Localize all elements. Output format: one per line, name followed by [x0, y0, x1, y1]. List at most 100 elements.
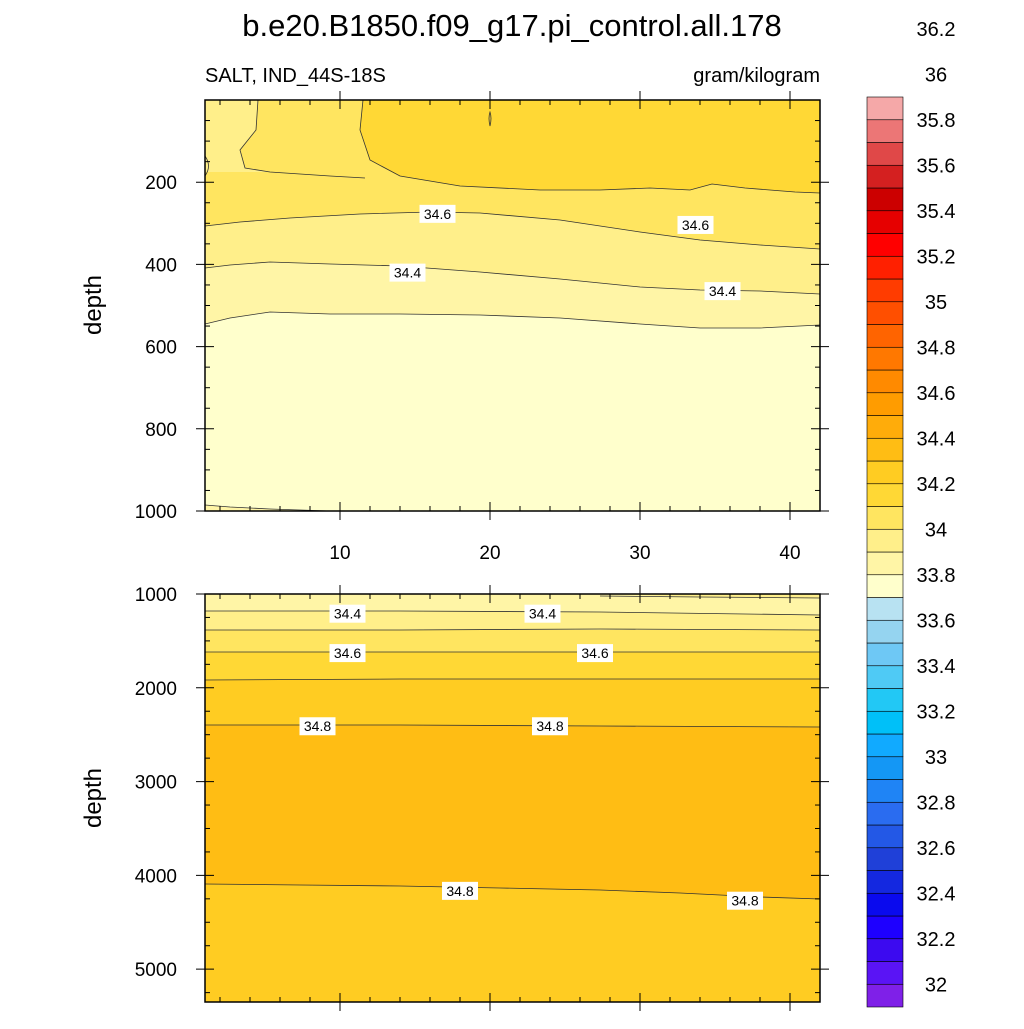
colorbar-tick-label: 32.2 — [917, 929, 956, 951]
colorbar-box — [866, 255, 904, 280]
colorbar-box — [866, 779, 904, 803]
colorbar-tick-label: 33.2 — [917, 701, 956, 723]
colorbar-box — [866, 187, 904, 212]
colorbar-tick-label: 35.6 — [917, 155, 956, 177]
colorbar-box — [866, 619, 904, 644]
colorbar-box — [866, 824, 904, 849]
contour-label: 34.4 — [524, 604, 561, 623]
contour-label-box — [329, 604, 366, 623]
colorbar-tick-label: 35 — [925, 292, 947, 314]
contour-label-box — [299, 717, 336, 736]
colorbar-box — [866, 665, 904, 689]
colorbar-box — [866, 346, 904, 371]
contour-label-text: 34.6 — [682, 217, 709, 233]
colorbar-tick-label: 33 — [925, 747, 947, 769]
bottom-y-axis-label: depth — [80, 768, 107, 828]
colorbar-box — [866, 324, 904, 348]
colorbar — [866, 96, 904, 1008]
x-tick-label: 40 — [779, 543, 800, 564]
top-contour-left-edge — [205, 155, 209, 177]
contour-label-box — [329, 644, 366, 663]
colorbar-tick-label: 33.6 — [917, 610, 956, 632]
bot-band-34.5 — [205, 629, 820, 652]
top-band-34.3-bottom — [205, 505, 330, 511]
colorbar-tick-label: 34.4 — [917, 428, 956, 450]
bottom-y-tick-labels: 1000 2000 3000 4000 5000 — [135, 585, 177, 981]
colorbar-box — [866, 483, 904, 507]
contour-label-text: 34.4 — [709, 283, 736, 299]
bot-band-34.8 — [205, 725, 820, 899]
contour-label-box — [727, 891, 763, 910]
colorbar-box — [866, 983, 904, 1008]
y-tick-label: 400 — [145, 255, 177, 276]
contour-label-text: 34.8 — [304, 718, 331, 734]
contour-label-box — [704, 282, 741, 301]
colorbar-tick-label: 33.8 — [917, 565, 956, 587]
contour-label: 34.8 — [532, 717, 568, 736]
top-contour-34.5 — [205, 211, 820, 250]
top-band-34.6 — [360, 100, 820, 193]
colorbar-box — [866, 574, 904, 598]
colorbar-box — [866, 710, 904, 735]
contour-label-box — [524, 604, 561, 623]
contour-label-text: 34.8 — [536, 718, 563, 734]
colorbar-tick-label: 35.2 — [917, 246, 956, 268]
contour-label: 34.8 — [442, 881, 478, 900]
contour-label: 34.8 — [299, 717, 336, 736]
contour-label-text: 34.6 — [424, 206, 451, 222]
top-contour-34.6 — [359, 100, 820, 194]
y-tick-label: 1000 — [135, 585, 177, 606]
colorbar-tick-label: 36.2 — [917, 19, 956, 41]
colorbar-box — [866, 369, 904, 394]
top-band-34.3-edge — [205, 100, 270, 172]
colorbar-tick-label: 35.4 — [917, 201, 956, 223]
contour-label: 34.4 — [704, 282, 741, 301]
x-tick-label: 30 — [629, 543, 650, 564]
colorbar-box — [866, 415, 904, 439]
chart-title: b.e20.B1850.f09_g17.pi_control.all.178 — [242, 8, 782, 43]
colorbar-box — [866, 597, 904, 621]
contour-label-box — [577, 644, 613, 663]
colorbar-box — [866, 96, 904, 121]
y-tick-label: 4000 — [135, 866, 177, 887]
units-string: gram/kilogram — [693, 65, 820, 87]
contour-label-text: 34.6 — [581, 645, 608, 661]
colorbar-tick-labels: 32 32.2 32.4 32.6 32.8 33 33.2 33.4 33.6 33.8 34 34… — [917, 19, 956, 997]
contour-label-box — [419, 204, 456, 223]
colorbar-box — [866, 278, 904, 303]
colorbar-box — [866, 847, 904, 871]
bot-band-34.7-mid — [205, 679, 820, 727]
contour-label: 34.6 — [677, 215, 714, 234]
x-tick-label: 20 — [479, 543, 500, 564]
top-y-tick-labels: 200 400 600 800 1000 — [135, 173, 177, 523]
bottom-axis-ticks — [196, 585, 829, 1011]
contour-label: 34.6 — [577, 644, 613, 663]
colorbar-box — [866, 233, 904, 257]
colorbar-box — [866, 961, 904, 985]
colorbar-tick-label: 34.2 — [917, 474, 956, 496]
contour-label: 34.4 — [389, 263, 426, 282]
colorbar-box — [866, 938, 904, 962]
contour-label-text: 34.6 — [334, 645, 361, 661]
top-contour-labels: 34.6 34.6 34.4 34.4 — [389, 204, 741, 301]
colorbar-box — [866, 142, 904, 166]
top-x-tick-labels: 10 20 30 40 — [329, 543, 800, 564]
contour-label-box — [677, 215, 714, 234]
y-tick-label: 600 — [145, 338, 177, 359]
y-tick-label: 5000 — [135, 960, 177, 981]
y-tick-label: 200 — [145, 173, 177, 194]
bot-contour-34.7 — [205, 678, 820, 681]
colorbar-tick-label: 34.8 — [917, 337, 956, 359]
contour-label-text: 34.4 — [529, 606, 556, 622]
colorbar-tick-label: 32.4 — [917, 883, 956, 905]
top-panel-fill — [205, 100, 820, 511]
colorbar-tick-label: 32 — [925, 974, 947, 996]
colorbar-box — [866, 460, 904, 485]
colorbar-tick-label: 32.8 — [917, 792, 956, 814]
colorbar-box — [866, 301, 904, 325]
y-tick-label: 2000 — [135, 679, 177, 700]
top-axis-ticks — [196, 91, 829, 520]
contour-label: 34.6 — [419, 204, 456, 223]
contour-label-text: 34.4 — [394, 265, 421, 281]
